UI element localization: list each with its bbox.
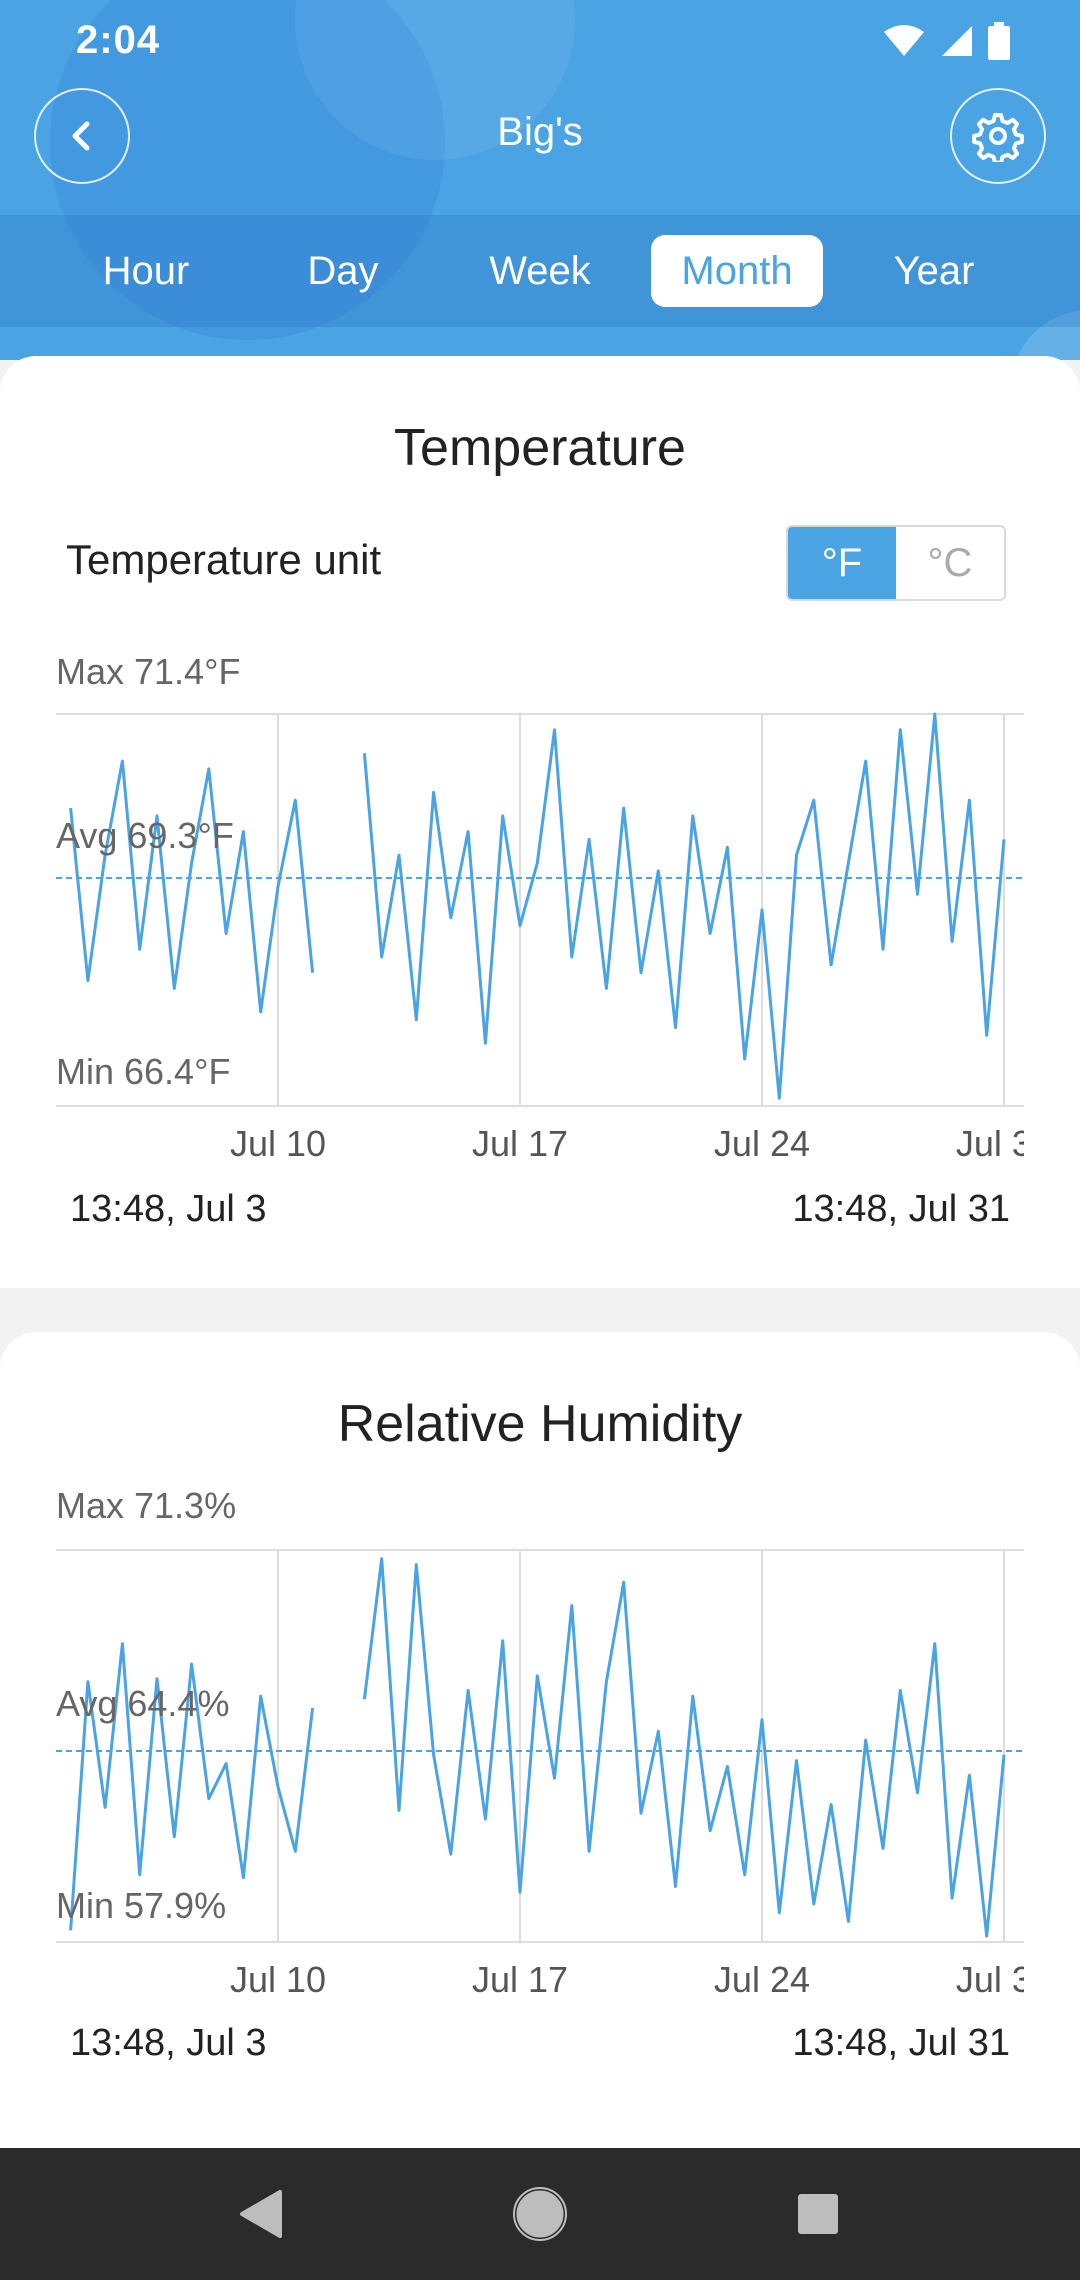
triangle-back-icon <box>240 2190 282 2238</box>
settings-button[interactable] <box>950 88 1046 184</box>
temperature-max-label: Max 71.4°F <box>56 651 240 692</box>
tab-hour[interactable]: Hour <box>102 249 190 293</box>
humidity-min-label: Min 57.9% <box>56 1885 226 1926</box>
wifi-icon <box>884 25 924 56</box>
status-icons <box>882 22 1010 60</box>
unit-celsius-button[interactable]: °C <box>927 541 973 585</box>
page-title: Big's <box>497 110 583 154</box>
x-tick-label: Jul 24 <box>714 1123 810 1164</box>
x-tick-label: Jul 17 <box>472 1123 568 1164</box>
temperature-card: Temperature Temperature unit °F °C Max 7… <box>0 356 1080 1288</box>
tab-day[interactable]: Day <box>307 249 379 293</box>
humidity-avg-label: Avg 64.4% <box>56 1683 229 1724</box>
x-tick-label: Jul 31 <box>956 1123 1052 1164</box>
humidity-range-start: 13:48, Jul 3 <box>70 2022 267 2064</box>
humidity-max-label: Max 71.3% <box>56 1485 236 1526</box>
x-tick-label: Jul 17 <box>472 1959 568 2000</box>
unit-fahrenheit-button[interactable]: °F <box>788 527 896 599</box>
temperature-unit-toggle: °F °C <box>786 525 1006 601</box>
temperature-unit-label: Temperature unit <box>66 536 382 583</box>
x-tick-label: Jul 24 <box>714 1959 810 2000</box>
tab-week[interactable]: Week <box>489 249 591 293</box>
x-tick-label: Jul 10 <box>230 1959 326 2000</box>
humidity-title: Relative Humidity <box>337 1395 743 1453</box>
x-tick-label: Jul 10 <box>230 1123 326 1164</box>
nav-recents-button[interactable] <box>782 2178 854 2250</box>
humidity-range-end: 13:48, Jul 31 <box>792 2022 1010 2064</box>
humidity-card: Relative Humidity Max 71.3% Avg 64.4% Mi… <box>0 1332 1080 2148</box>
cell-signal-icon <box>942 26 972 56</box>
temperature-avg-label: Avg 69.3°F <box>56 815 234 856</box>
app-header: 2:04 Big's Hour Day Week Month Year <box>0 0 1080 360</box>
back-button[interactable] <box>34 88 130 184</box>
circle-home-icon <box>513 2187 567 2241</box>
chevron-left-icon <box>72 121 90 151</box>
temperature-chart: Max 71.4°F Avg 69.3°F Min 66.4°F Jul 10 J… <box>56 651 1052 1164</box>
tab-month[interactable]: Month <box>651 235 823 307</box>
temperature-range-end: 13:48, Jul 31 <box>792 1188 1010 1230</box>
tab-year[interactable]: Year <box>893 249 975 293</box>
humidity-chart: Max 71.3% Avg 64.4% Min 57.9% Jul 10 Jul … <box>56 1485 1052 2000</box>
temperature-series-line <box>69 712 1006 1100</box>
temperature-min-label: Min 66.4°F <box>56 1051 230 1092</box>
square-recents-icon <box>798 2194 838 2234</box>
temperature-range-start: 13:48, Jul 3 <box>70 1188 267 1230</box>
system-nav-bar <box>0 2148 1080 2280</box>
humidity-series-line <box>69 1557 1006 1938</box>
battery-icon <box>988 22 1010 60</box>
gear-icon <box>972 113 1024 162</box>
nav-back-button[interactable] <box>224 2178 296 2250</box>
status-time: 2:04 <box>76 18 161 62</box>
temperature-title: Temperature <box>394 419 686 477</box>
status-bar: 2:04 <box>0 0 1080 84</box>
period-tabs: Hour Day Week Month Year <box>0 215 1080 327</box>
x-tick-label: Jul 31 <box>956 1959 1052 2000</box>
nav-home-button[interactable] <box>504 2178 576 2250</box>
